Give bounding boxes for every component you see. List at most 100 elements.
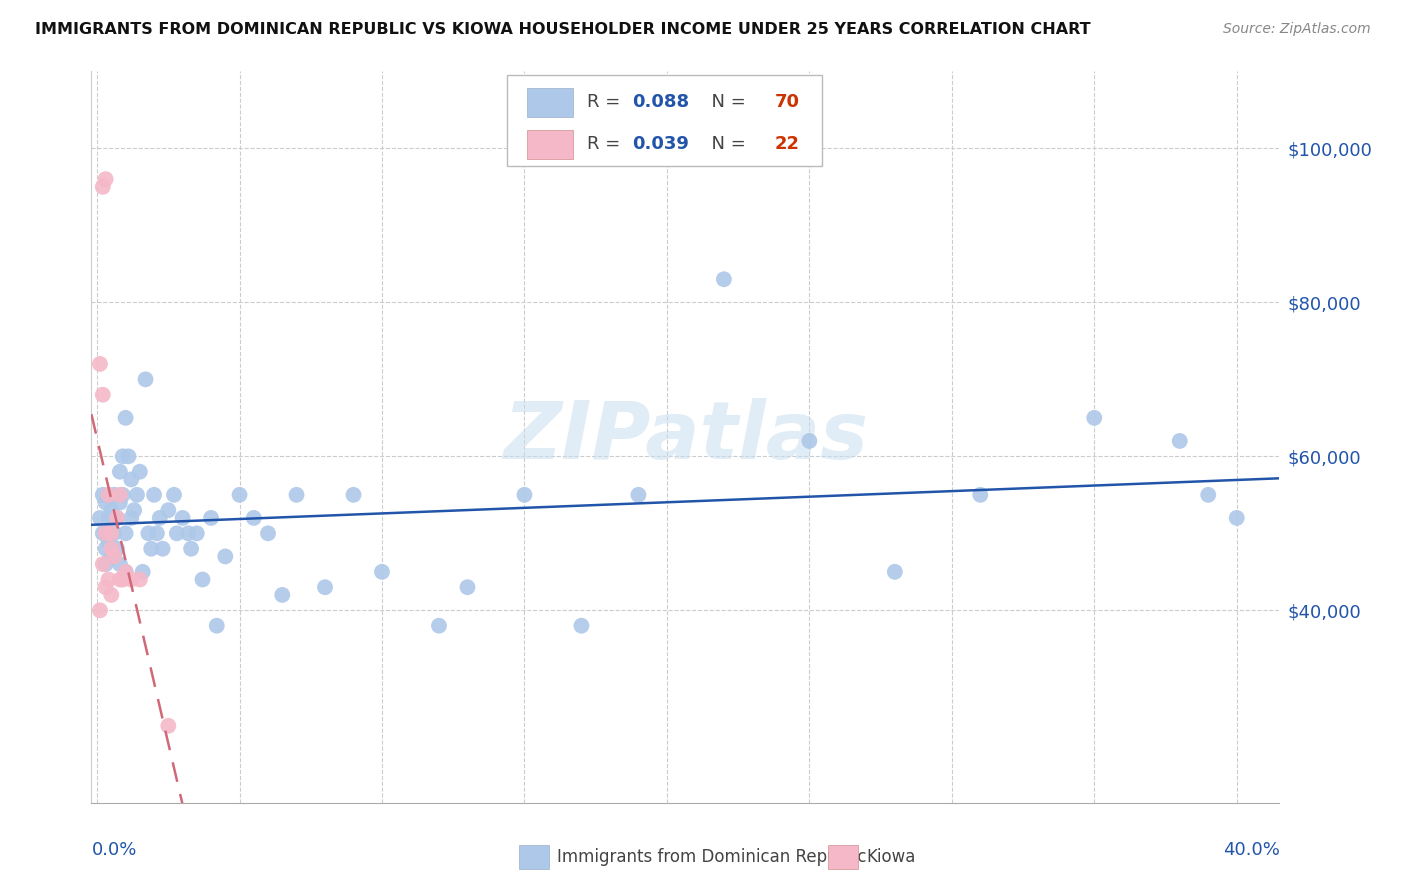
Point — [114, 410, 136, 425]
Text: 0.0%: 0.0% — [91, 841, 136, 859]
Point — [214, 549, 236, 564]
Point — [627, 488, 650, 502]
Point — [128, 573, 150, 587]
Point — [105, 511, 128, 525]
Point — [100, 503, 122, 517]
Point — [271, 588, 294, 602]
Point — [94, 580, 117, 594]
Point — [131, 565, 153, 579]
FancyBboxPatch shape — [519, 846, 548, 869]
Point — [135, 372, 157, 386]
Point — [128, 465, 150, 479]
Point — [1226, 511, 1249, 525]
Text: R =: R = — [586, 136, 626, 153]
Point — [100, 541, 122, 556]
Point — [228, 488, 250, 502]
Text: R =: R = — [586, 94, 626, 112]
Point — [883, 565, 905, 579]
Point — [108, 465, 131, 479]
Point — [97, 511, 120, 525]
Point — [571, 618, 593, 632]
Point — [97, 488, 120, 502]
Point — [89, 511, 111, 525]
Point — [125, 488, 148, 502]
Point — [180, 541, 202, 556]
Point — [285, 488, 308, 502]
Point — [94, 172, 117, 186]
Point — [97, 534, 120, 549]
Point — [117, 450, 139, 464]
Point — [200, 511, 222, 525]
FancyBboxPatch shape — [527, 129, 572, 159]
Point — [108, 573, 131, 587]
Point — [138, 526, 160, 541]
Point — [91, 557, 114, 571]
Point — [111, 573, 134, 587]
Point — [163, 488, 186, 502]
Point — [91, 526, 114, 541]
Point — [186, 526, 208, 541]
Point — [91, 388, 114, 402]
Point — [108, 488, 131, 502]
Point — [157, 503, 180, 517]
Point — [94, 557, 117, 571]
Point — [94, 495, 117, 509]
Point — [100, 588, 122, 602]
Point — [513, 488, 536, 502]
Point — [103, 549, 125, 564]
Text: ZIPatlas: ZIPatlas — [503, 398, 868, 476]
FancyBboxPatch shape — [527, 87, 572, 117]
Point — [191, 573, 214, 587]
Point — [108, 495, 131, 509]
Point — [105, 511, 128, 525]
Point — [94, 541, 117, 556]
Point — [94, 526, 117, 541]
Point — [172, 511, 194, 525]
Text: Kiowa: Kiowa — [866, 848, 915, 866]
FancyBboxPatch shape — [508, 75, 823, 167]
Point — [111, 450, 134, 464]
Point — [314, 580, 336, 594]
Point — [177, 526, 200, 541]
Point — [120, 511, 142, 525]
Point — [114, 565, 136, 579]
Point — [100, 549, 122, 564]
Point — [427, 618, 450, 632]
Point — [143, 488, 166, 502]
Point — [152, 541, 174, 556]
Text: 0.039: 0.039 — [631, 136, 689, 153]
Point — [100, 518, 122, 533]
Point — [105, 541, 128, 556]
Point — [342, 488, 364, 502]
Point — [100, 526, 122, 541]
Point — [89, 357, 111, 371]
FancyBboxPatch shape — [828, 846, 858, 869]
Text: 0.088: 0.088 — [631, 94, 689, 112]
Point — [205, 618, 228, 632]
Point — [969, 488, 991, 502]
Text: 40.0%: 40.0% — [1223, 841, 1279, 859]
Point — [157, 719, 180, 733]
Point — [1168, 434, 1191, 448]
Point — [103, 488, 125, 502]
Text: N =: N = — [700, 136, 751, 153]
Point — [243, 511, 266, 525]
Point — [103, 526, 125, 541]
Text: Immigrants from Dominican Republic: Immigrants from Dominican Republic — [557, 848, 866, 866]
Point — [89, 603, 111, 617]
Point — [149, 511, 172, 525]
Text: IMMIGRANTS FROM DOMINICAN REPUBLIC VS KIOWA HOUSEHOLDER INCOME UNDER 25 YEARS CO: IMMIGRANTS FROM DOMINICAN REPUBLIC VS KI… — [35, 22, 1091, 37]
Point — [371, 565, 394, 579]
Point — [97, 573, 120, 587]
Point — [114, 526, 136, 541]
Point — [97, 488, 120, 502]
Point — [456, 580, 478, 594]
Text: 70: 70 — [775, 94, 800, 112]
Text: Source: ZipAtlas.com: Source: ZipAtlas.com — [1223, 22, 1371, 37]
Point — [108, 557, 131, 571]
Point — [120, 573, 142, 587]
Point — [799, 434, 821, 448]
Point — [1083, 410, 1105, 425]
Point — [122, 503, 145, 517]
Point — [713, 272, 735, 286]
